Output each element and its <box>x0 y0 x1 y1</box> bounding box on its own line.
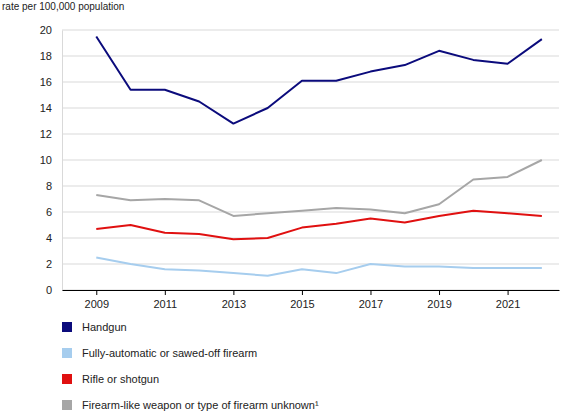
x-axis-line <box>63 290 560 291</box>
y-tick: 4 <box>46 232 62 244</box>
y-tick-label: 4 <box>46 232 52 244</box>
x-tick-label: 2011 <box>153 298 177 310</box>
y-tick-label: 8 <box>46 180 52 192</box>
x-tick-mark <box>370 290 371 295</box>
x-tick-mark <box>165 290 166 295</box>
grid-line <box>62 160 559 161</box>
x-tick-mark <box>233 290 234 295</box>
y-axis-label: rate per 100,000 population <box>2 1 124 12</box>
x-tick: 2013 <box>222 290 246 310</box>
y-tick: 8 <box>46 180 62 192</box>
y-tick: 2 <box>46 258 62 270</box>
x-tick-mark <box>302 290 303 295</box>
y-tick-label: 10 <box>40 154 52 166</box>
legend-label: Firearm-like weapon or type of firearm u… <box>82 399 319 411</box>
y-tick-label: 14 <box>40 102 52 114</box>
x-tick: 2015 <box>290 290 314 310</box>
x-tick: 2011 <box>153 290 177 310</box>
y-tick: 10 <box>40 154 62 166</box>
grid-line <box>62 238 559 239</box>
x-axis: 2009 2011 2013 2015 2017 2019 2021 <box>63 290 560 310</box>
legend-label: Fully-automatic or sawed-off firearm <box>82 347 257 359</box>
grid-line <box>62 134 559 135</box>
x-tick: 2021 <box>496 290 520 310</box>
y-tick: 20 <box>40 24 62 36</box>
x-tick-mark <box>439 290 440 295</box>
x-tick-label: 2015 <box>290 298 314 310</box>
grid-line <box>62 30 559 31</box>
y-tick: 12 <box>40 128 62 140</box>
x-tick-label: 2009 <box>85 298 109 310</box>
series-line <box>96 37 542 124</box>
legend-swatch <box>62 374 72 384</box>
x-tick-label: 2021 <box>496 298 520 310</box>
legend-swatch <box>62 322 72 332</box>
legend: Handgun Fully-automatic or sawed-off fire… <box>62 321 319 411</box>
y-tick: 0 <box>46 284 62 296</box>
y-tick-label: 20 <box>40 24 52 36</box>
y-tick-label: 16 <box>40 76 52 88</box>
grid-line <box>62 56 559 57</box>
series-line <box>96 211 542 240</box>
x-tick-label: 2019 <box>427 298 451 310</box>
y-tick-label: 2 <box>46 258 52 270</box>
grid-line <box>62 108 559 109</box>
legend-swatch <box>62 348 72 358</box>
x-tick-label: 2013 <box>222 298 246 310</box>
legend-label: Rifle or shotgun <box>82 373 159 385</box>
grid-line <box>62 186 559 187</box>
chart: rate per 100,000 population 0 2 4 6 8 10 12 14 16… <box>0 0 580 420</box>
y-tick: 16 <box>40 76 62 88</box>
grid-line <box>62 290 559 291</box>
y-tick: 6 <box>46 206 62 218</box>
y-tick-label: 18 <box>40 50 52 62</box>
y-tick: 18 <box>40 50 62 62</box>
lines <box>96 37 542 276</box>
x-tick-mark <box>96 290 97 295</box>
y-axis: 0 2 4 6 8 10 12 14 16 18 20 <box>40 24 63 296</box>
y-tick-label: 0 <box>46 284 52 296</box>
y-tick: 14 <box>40 102 62 114</box>
grid <box>62 30 559 290</box>
legend-swatch <box>62 400 72 410</box>
x-tick: 2019 <box>427 290 451 310</box>
series-line <box>96 160 542 216</box>
y-axis-line <box>62 31 63 291</box>
series-line <box>96 258 542 276</box>
y-tick-label: 12 <box>40 128 52 140</box>
x-tick-mark <box>508 290 509 295</box>
x-tick: 2017 <box>359 290 383 310</box>
x-tick-label: 2017 <box>359 298 383 310</box>
x-tick: 2009 <box>85 290 109 310</box>
y-tick-label: 6 <box>46 206 52 218</box>
legend-label: Handgun <box>82 321 127 333</box>
